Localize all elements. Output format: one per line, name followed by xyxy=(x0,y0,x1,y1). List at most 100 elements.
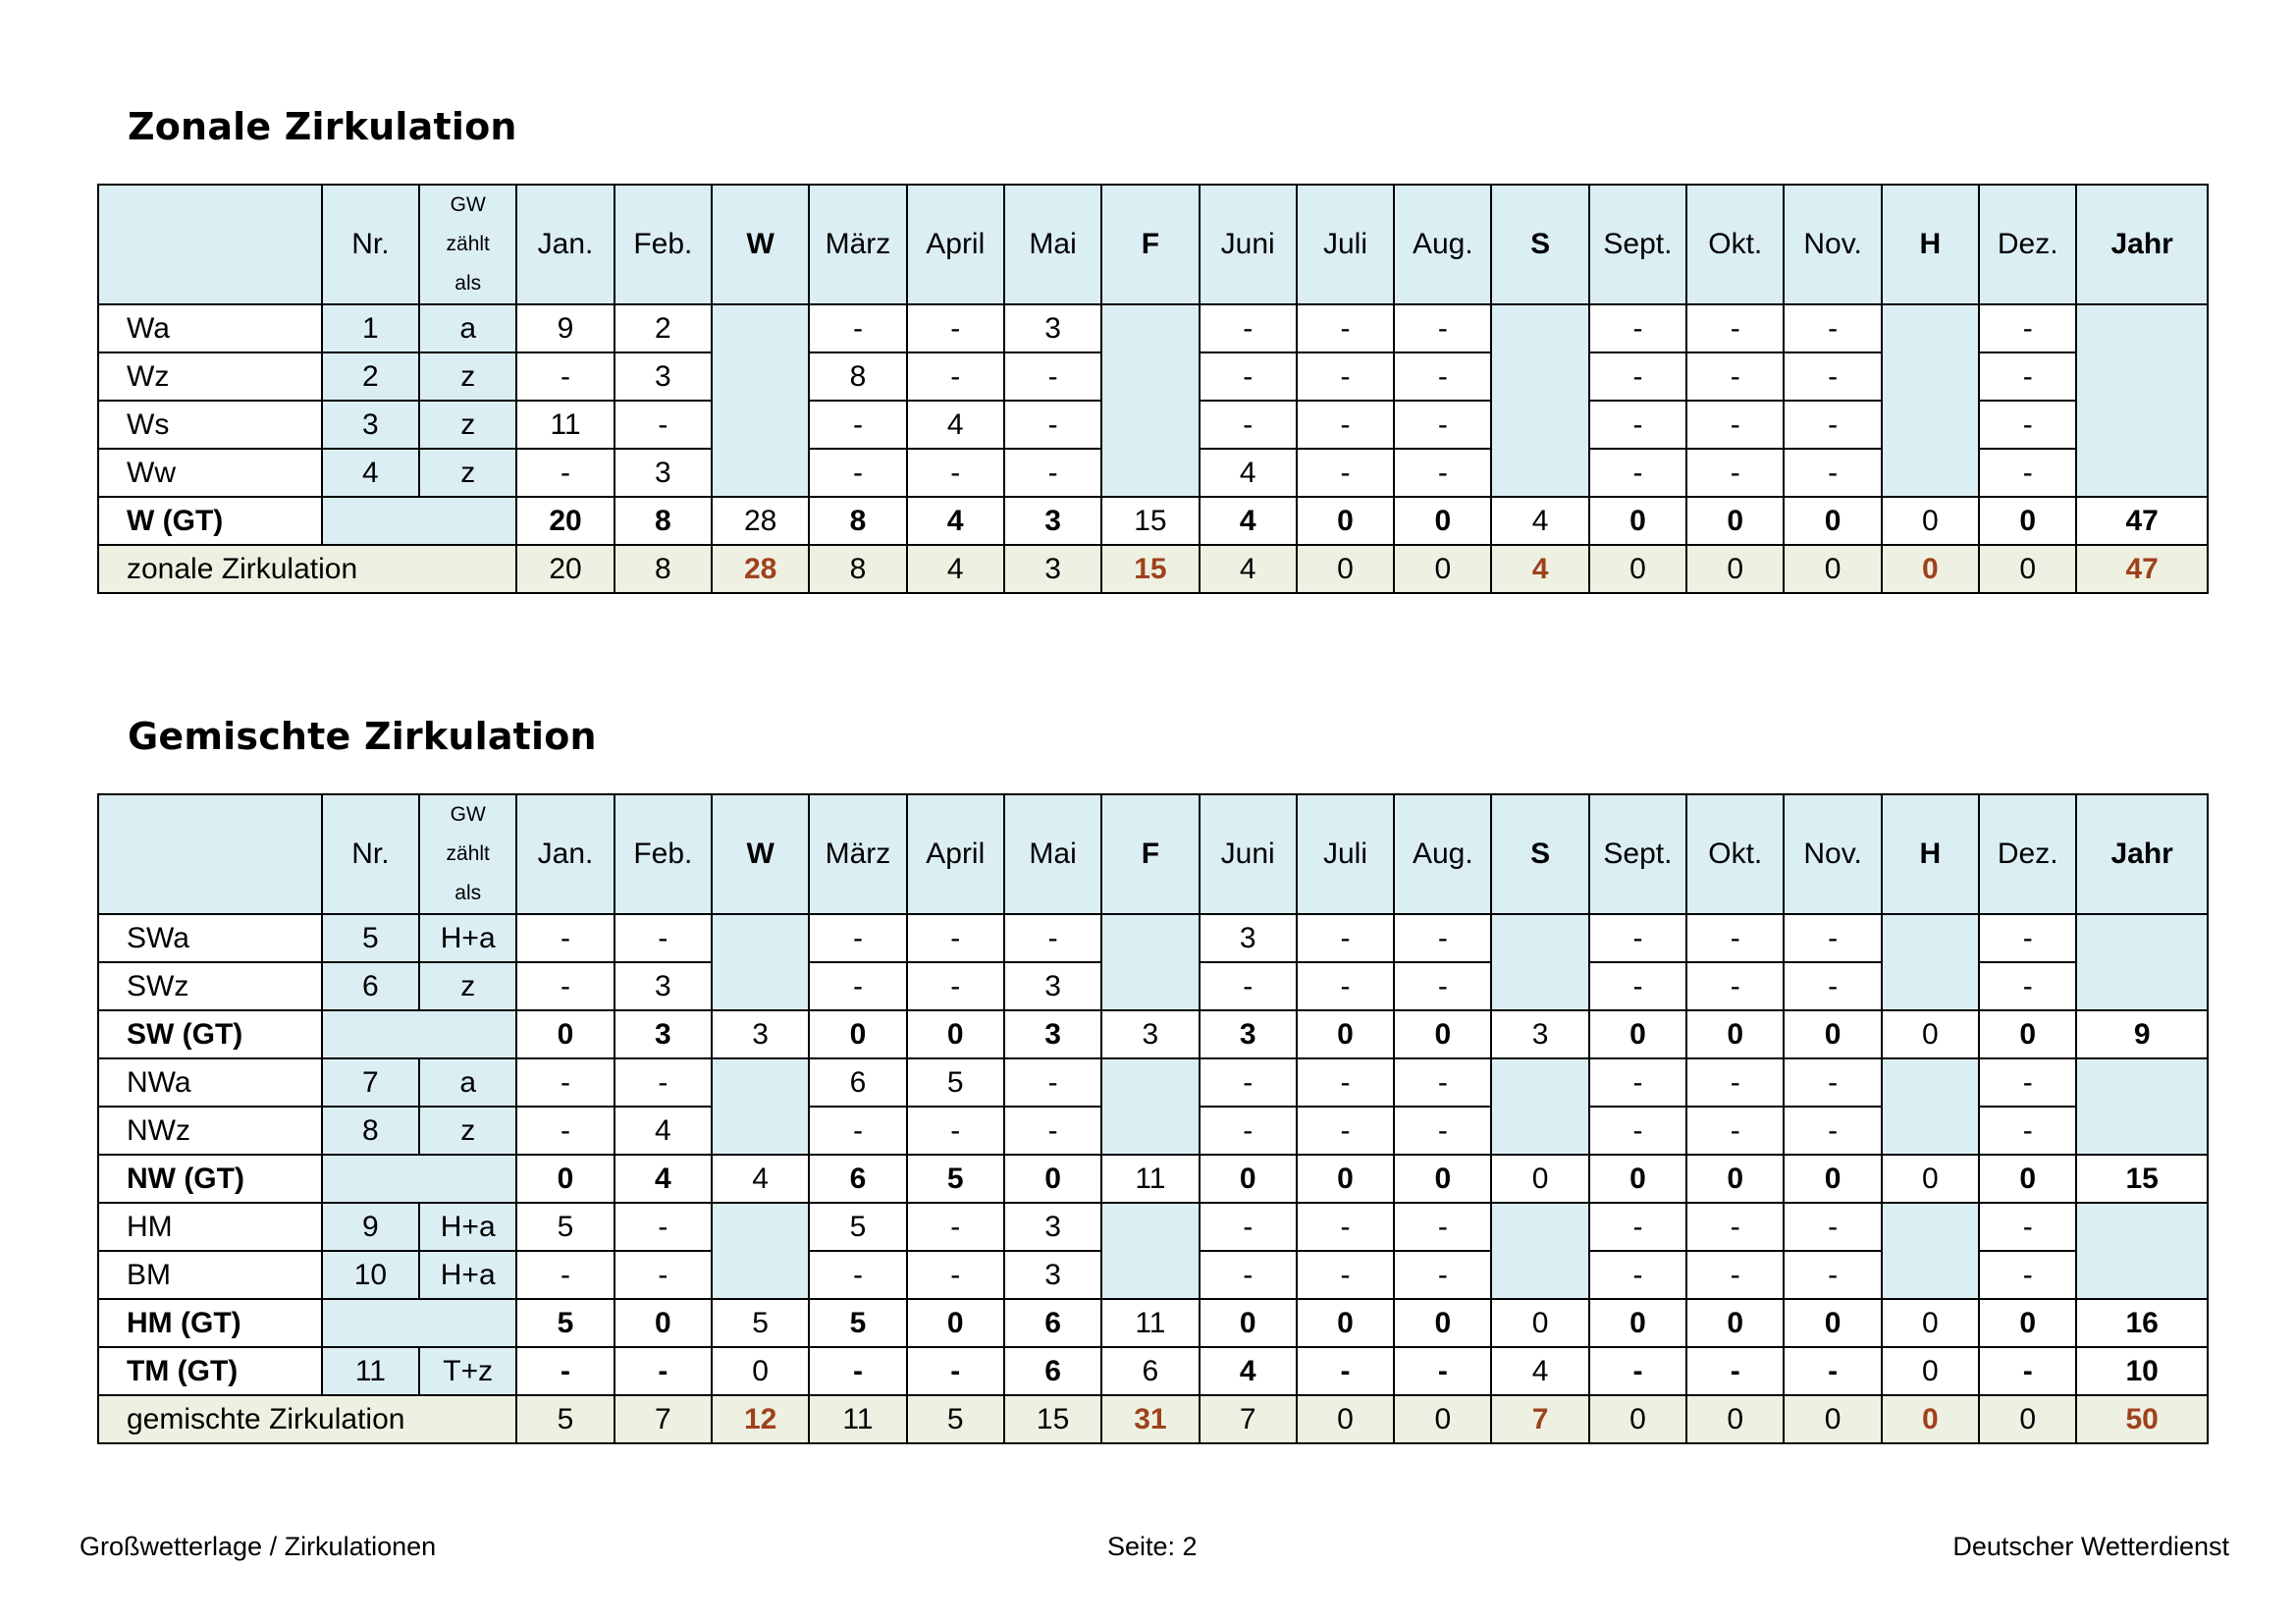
value-cell: - xyxy=(905,1250,1005,1300)
value-cell: - xyxy=(613,913,713,963)
row-label: NWz xyxy=(97,1106,323,1156)
value-cell: - xyxy=(1295,1057,1396,1108)
row-nr: 4 xyxy=(320,448,421,498)
season-merged-cell xyxy=(1880,1057,1981,1156)
value-cell: 4 xyxy=(613,1106,713,1156)
value-cell: 0 xyxy=(515,1154,615,1204)
value-cell: - xyxy=(515,913,615,963)
header-column: Nov. xyxy=(1783,184,1883,305)
empty-nr-gw-cell xyxy=(320,496,518,546)
header-column: W xyxy=(710,184,811,305)
header-column: W xyxy=(710,793,811,915)
value-cell: 0 xyxy=(1490,1154,1590,1204)
value-cell: - xyxy=(1685,352,1786,402)
season-merged-cell xyxy=(1100,1202,1201,1300)
value-cell: 15 xyxy=(1100,496,1201,546)
value-cell: 6 xyxy=(1002,1298,1103,1348)
row-gw: T+z xyxy=(418,1346,518,1396)
value-cell: 4 xyxy=(1490,1346,1590,1396)
value-cell: - xyxy=(1978,913,2078,963)
value-cell: 16 xyxy=(2075,1298,2209,1348)
header-column: März xyxy=(808,793,908,915)
value-cell: 0 xyxy=(613,1298,713,1348)
value-cell: - xyxy=(1978,1057,2078,1108)
header-row: Nr. GW zählt als Jan. Feb. W März April Mai F Juni J… xyxy=(97,793,2209,915)
value-cell: 0 xyxy=(1685,496,1786,546)
value-cell: 5 xyxy=(515,1298,615,1348)
season-merged-cell xyxy=(1880,303,1981,498)
table-row: HM 9 H+a 5-5-3- - - - - - - xyxy=(97,1202,2209,1300)
row-nr: 11 xyxy=(320,1346,421,1396)
value-cell: 0 xyxy=(1295,1154,1396,1204)
value-cell: - xyxy=(1783,303,1883,353)
value-cell: 5 xyxy=(808,1202,908,1252)
row-label: Wa xyxy=(97,303,323,353)
season-merged-cell xyxy=(2075,303,2209,498)
value-cell: 0 xyxy=(1978,1298,2078,1348)
value-cell: 0 xyxy=(1393,496,1493,546)
value-cell: 3 xyxy=(1002,1250,1103,1300)
value-cell: 0 xyxy=(1587,496,1688,546)
value-cell: 0 xyxy=(1685,1009,1786,1059)
header-column: Nov. xyxy=(1783,793,1883,915)
section-title-zonal: Zonale Zirkulation xyxy=(128,105,517,148)
value-cell: - xyxy=(1295,448,1396,498)
value-cell: 3 xyxy=(613,448,713,498)
value-cell: 0 xyxy=(1587,1298,1688,1348)
value-cell: 0 xyxy=(1880,1009,1981,1059)
value-cell: 8 xyxy=(613,544,713,594)
value-cell: - xyxy=(1978,448,2078,498)
value-cell: - xyxy=(515,1346,615,1396)
header-row: Nr. GW zählt als Jan. Feb. W März April Mai F Juni J… xyxy=(97,184,2209,305)
value-cell: 3 xyxy=(1002,961,1103,1011)
value-cell: 0 xyxy=(1393,544,1493,594)
value-cell: 0 xyxy=(1198,1298,1298,1348)
value-cell: 0 xyxy=(1880,1394,1981,1444)
row-gw: z xyxy=(418,1106,518,1156)
value-cell: 0 xyxy=(1198,1154,1298,1204)
value-cell: - xyxy=(1002,400,1103,450)
group-total-row: NW (GT) 0 4 4 6 5 0 11 0 0 0 0 0 0 0 0 0 15 xyxy=(97,1154,2209,1204)
value-cell: - xyxy=(808,448,908,498)
header-nr: Nr. xyxy=(320,793,421,915)
row-label: zonale Zirkulation xyxy=(96,544,518,594)
value-cell: - xyxy=(808,1106,908,1156)
value-cell: 0 xyxy=(905,1298,1005,1348)
value-cell: - xyxy=(1198,352,1298,402)
table-row: NWz 8 z -4- - - - - - - - - - xyxy=(97,1106,2208,1156)
value-cell: 6 xyxy=(808,1154,908,1204)
value-cell: - xyxy=(1978,303,2078,353)
value-cell: - xyxy=(1783,352,1883,402)
row-label: BM xyxy=(97,1250,323,1300)
value-cell: 28 xyxy=(710,544,811,594)
table-row: Wz 2 z -3 8- - - - - - - - - xyxy=(97,352,2208,402)
value-cell: - xyxy=(1587,1057,1688,1108)
row-label: Ww xyxy=(97,448,323,498)
table-row: SWz 6 z -3- -3- - - - - - - xyxy=(97,961,2208,1011)
value-cell: - xyxy=(1295,1202,1396,1252)
value-cell: 0 xyxy=(1002,1154,1103,1204)
value-cell: - xyxy=(1783,1202,1883,1252)
footer-organization: Deutscher Wetterdienst xyxy=(1952,1532,2229,1561)
value-cell: 5 xyxy=(905,1394,1005,1444)
header-gw-line: zählt xyxy=(446,233,490,255)
value-cell: - xyxy=(515,961,615,1011)
value-cell: 0 xyxy=(1393,1154,1493,1204)
season-merged-cell xyxy=(1490,303,1590,498)
value-cell: - xyxy=(1587,1346,1688,1396)
group-total-row: TM (GT) 11 T+z - -0- -6 6 4- -4- - -0-10 xyxy=(97,1346,2209,1396)
season-merged-cell xyxy=(710,1057,811,1156)
value-cell: 0 xyxy=(1490,1298,1590,1348)
value-cell: - xyxy=(1978,400,2078,450)
value-cell: 3 xyxy=(613,1009,713,1059)
value-cell: - xyxy=(1393,1250,1493,1300)
value-cell: - xyxy=(1198,961,1298,1011)
value-cell: 0 xyxy=(1685,1298,1786,1348)
season-merged-cell xyxy=(2075,1202,2209,1300)
table-row: Ws 3 z 11- -4- - - - - - - - xyxy=(97,400,2208,450)
value-cell: - xyxy=(1587,448,1688,498)
value-cell: - xyxy=(905,1202,1005,1252)
value-cell: - xyxy=(515,352,615,402)
row-label: Wz xyxy=(97,352,323,402)
header-column: Sept. xyxy=(1587,184,1688,305)
